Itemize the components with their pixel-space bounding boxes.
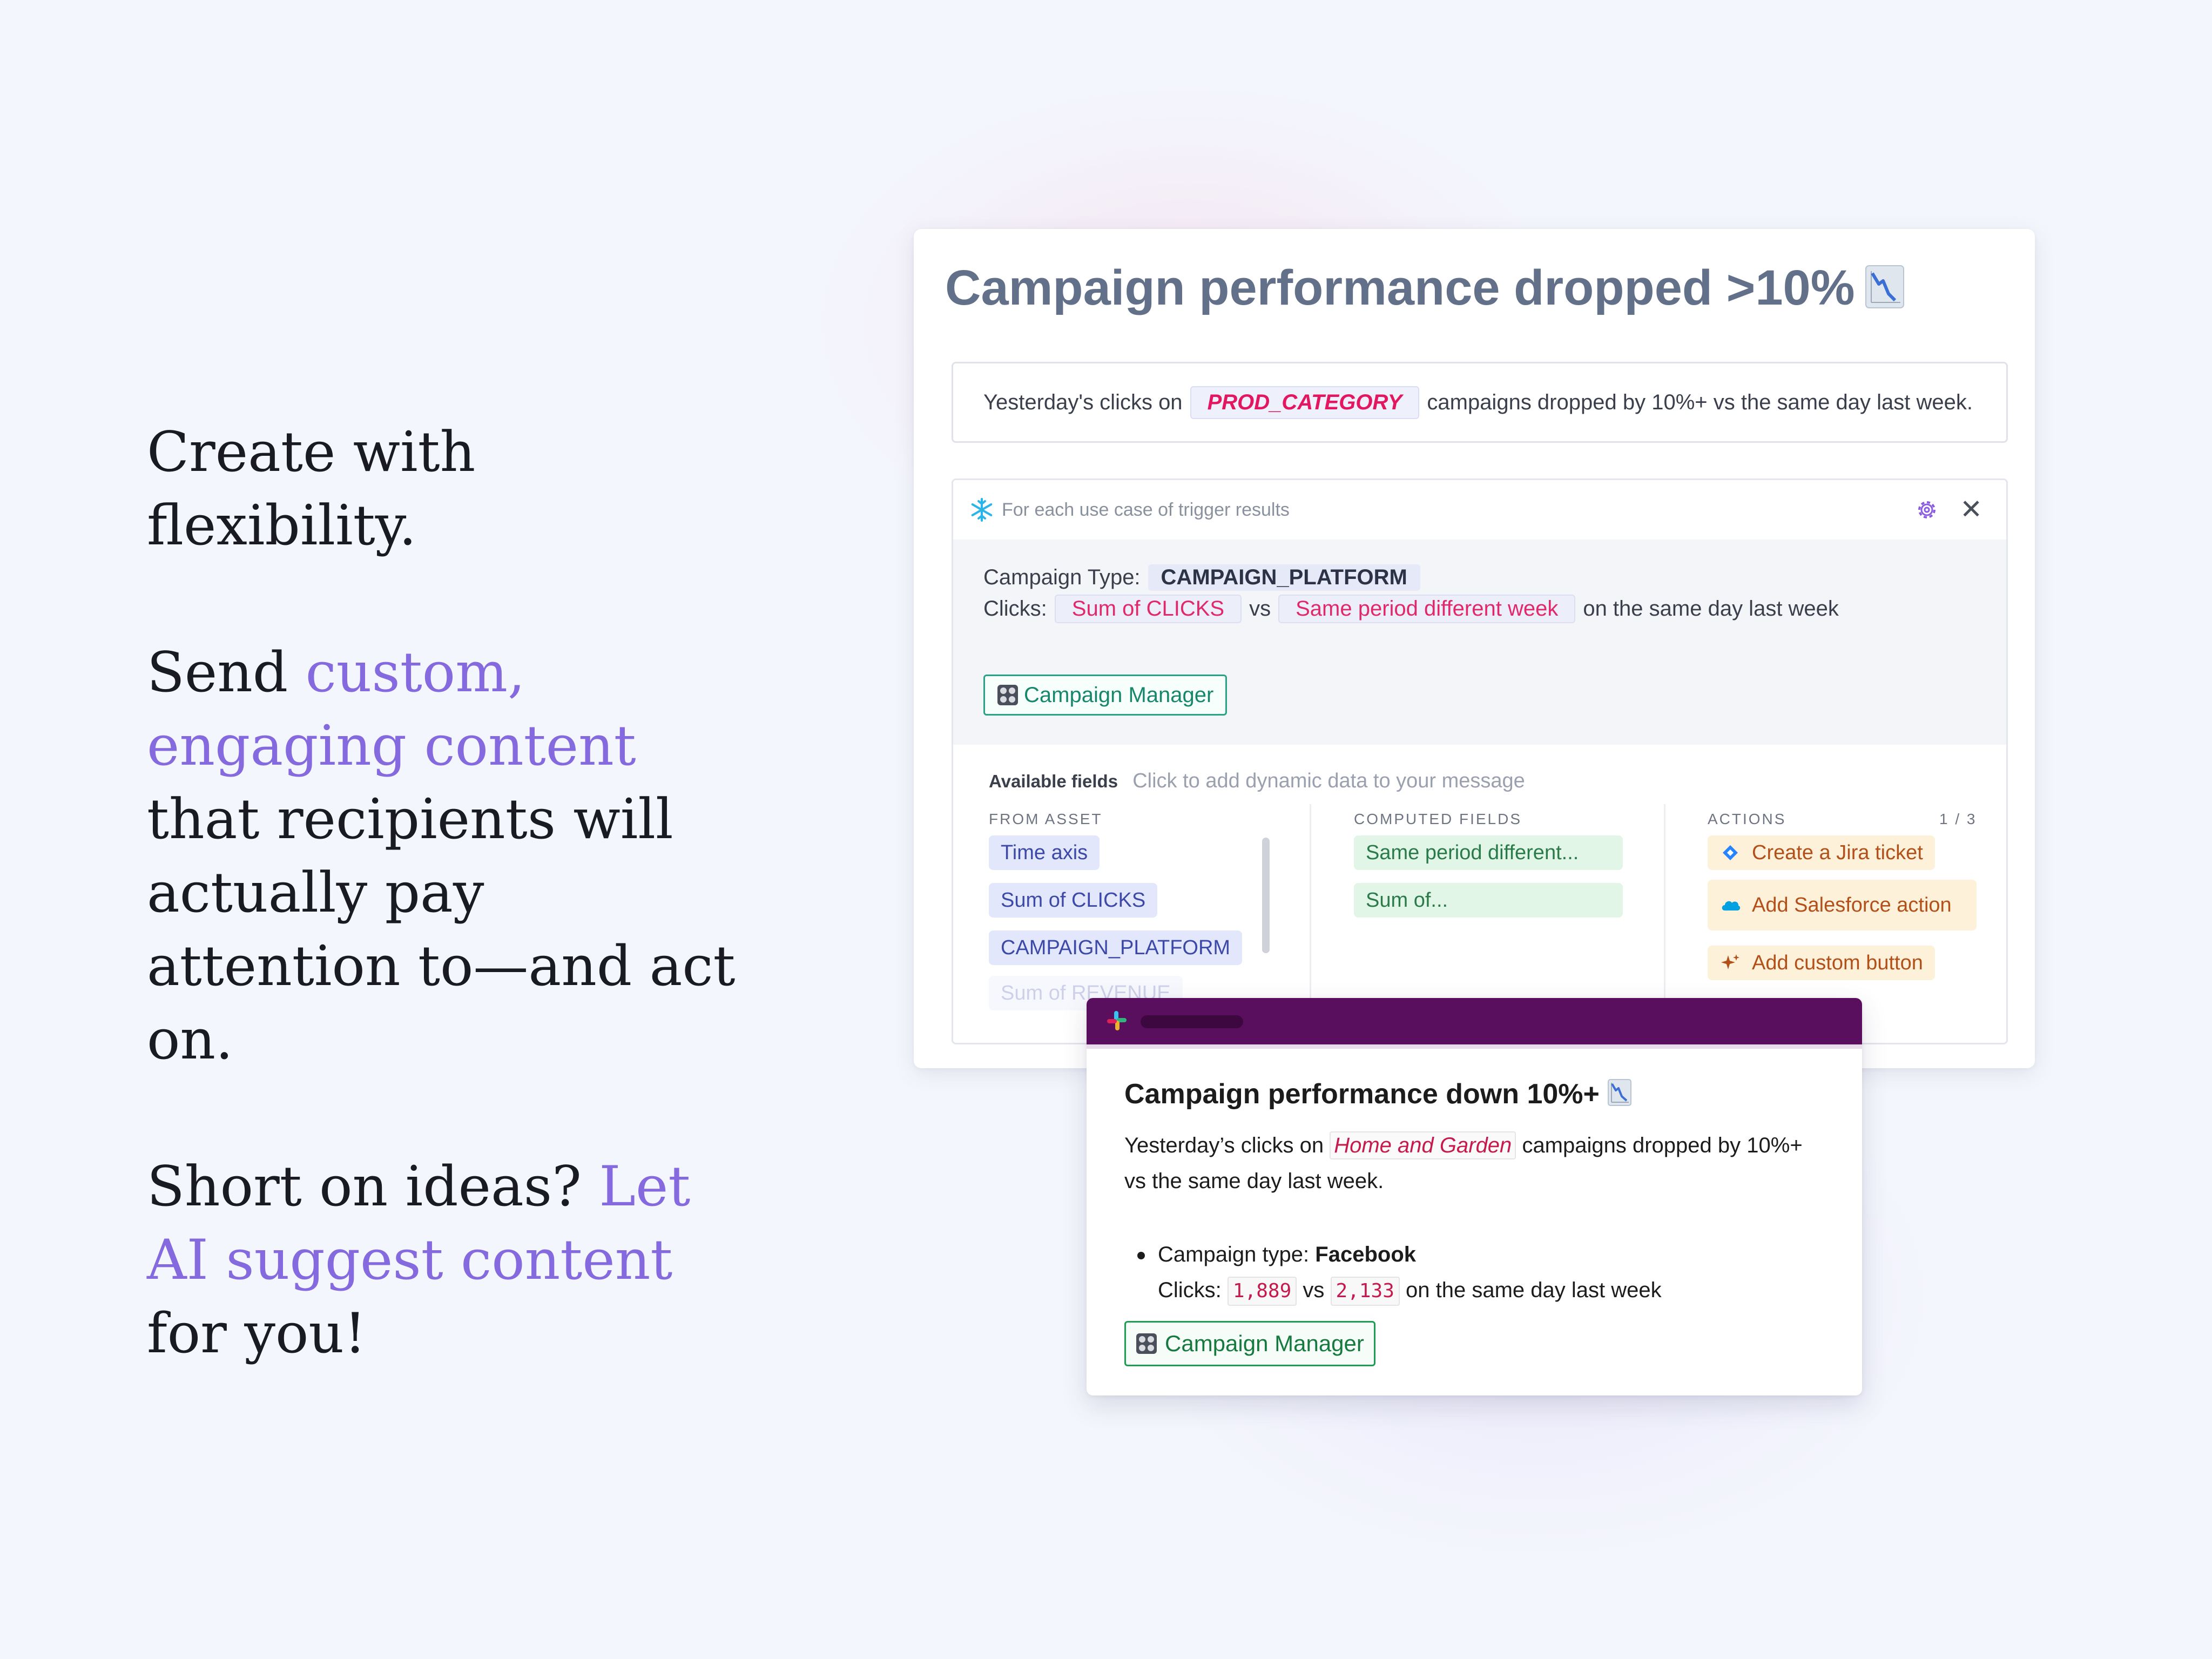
clicks-line: Clicks: 1,889 vs 2,133 on the same day l… [1158,1272,1662,1308]
from-asset-label: FROM ASSET [989,811,1103,827]
paragraph-ai-suggest: Short on ideas? Let AI suggest content f… [147,1150,752,1371]
slack-message-title: Campaign performance down 10%+ [1124,1078,1632,1110]
marketing-copy: Create with flexibility. Send custom, en… [147,416,752,1371]
action-label: Add Salesforce action [1752,894,1952,916]
field-chip-sum-of-revenue[interactable]: Sum of REVENUE [989,976,1183,1010]
same-period-token[interactable]: Same period different week [1278,595,1576,623]
actions-pager[interactable]: 1 / 3 [1939,811,1977,827]
action-add-custom-button[interactable]: Add custom button [1708,946,1935,980]
column-divider [1310,804,1311,1020]
clicks-label: Clicks: [983,597,1047,621]
prod-category-token[interactable]: PROD_CATEGORY [1190,386,1420,419]
bullet-dot [1137,1252,1145,1260]
slack-button-label: Campaign Manager [1165,1331,1364,1356]
column-divider [1664,804,1665,1020]
salesforce-cloud-icon [1722,901,1741,911]
headline-flexibility: Create with flexibility. [147,420,476,558]
slack-message-preview: Campaign performance down 10%+ Yesterday… [1087,998,1862,1395]
accent-text: custom, engaging content [147,640,636,778]
paragraph-text: that recipients will actually pay attent… [147,787,736,1072]
alert-editor-card: Campaign performance dropped >10% Yester… [914,229,2035,1068]
slack-campaign-manager-button[interactable]: Campaign Manager [1124,1321,1375,1366]
chart-decreasing-icon [1865,265,1904,308]
campaign-manager-button[interactable]: Campaign Manager [983,675,1228,716]
vs-text: vs [1249,597,1271,621]
campaign-manager-icon [1136,1333,1157,1354]
gear-icon[interactable] [1914,497,1939,522]
list-item: Campaign type: Facebook [1137,1237,1662,1272]
clicks-value: 1,889 [1227,1277,1297,1306]
sum-of-clicks-token[interactable]: Sum of CLICKS [1054,595,1242,623]
clicks-suffix: on the same day last week [1583,597,1839,621]
close-icon[interactable]: ✕ [1960,494,1982,524]
jira-icon [1723,845,1738,860]
campaign-platform-token[interactable]: CAMPAIGN_PLATFORM [1148,564,1420,591]
slack-message-body: Yesterday’s clicks on Home and Garden ca… [1124,1128,1826,1199]
for-each-section: For each use case of trigger results ✕ C… [952,478,2008,1044]
campaign-manager-icon [997,685,1018,705]
accent-text: Let AI suggest content [147,1155,691,1292]
action-label: Create a Jira ticket [1752,841,1923,864]
computed-chip-same-period[interactable]: Same period different... [1354,835,1623,870]
alert-title[interactable]: Campaign performance dropped >10% [945,258,1905,318]
workspace-name-placeholder [1141,1015,1243,1028]
alert-title-text: Campaign performance dropped >10% [945,260,1855,315]
slack-header-bar [1087,998,1862,1044]
slack-body-text: Yesterday’s clicks on [1124,1134,1324,1157]
snowflake-icon [971,498,993,522]
campaign-manager-label: Campaign Manager [1024,683,1214,707]
compare-value: 2,133 [1330,1277,1400,1306]
slack-bullet-list: Campaign type: Facebook Clicks: 1,889 vs… [1137,1237,1662,1308]
paragraph-custom-content: Send custom, engaging content that recip… [147,636,752,1077]
sparkle-icon [1721,954,1739,969]
slack-header-divider [1087,1044,1862,1049]
action-add-salesforce[interactable]: Add Salesforce action [1708,880,1977,930]
action-create-jira-ticket[interactable]: Create a Jira ticket [1708,835,1935,870]
campaign-type-value: Facebook [1315,1243,1416,1266]
category-value: Home and Garden [1330,1131,1516,1159]
paragraph-text: Send [147,640,306,705]
description-text: Yesterday's clicks on [983,390,1183,414]
field-chip-campaign-platform[interactable]: CAMPAIGN_PLATFORM [989,930,1243,965]
computed-chip-sum-of[interactable]: Sum of... [1354,883,1623,918]
field-chip-sum-of-clicks[interactable]: Sum of CLICKS [989,883,1158,918]
available-fields-label: Available fields [989,771,1118,791]
from-asset-scrollbar[interactable] [1262,838,1270,953]
computed-fields-label: COMPUTED FIELDS [1354,811,1522,827]
for-each-template-body: Campaign Type: CAMPAIGN_PLATFORM Clicks:… [953,539,2006,745]
available-fields-header: Available fields Click to add dynamic da… [989,770,1525,793]
message-description-field[interactable]: Yesterday's clicks on PROD_CATEGORY camp… [952,362,2008,443]
campaign-type-line: Campaign Type: CAMPAIGN_PLATFORM [983,564,1420,591]
chart-decreasing-icon [1607,1079,1631,1106]
for-each-header-label: For each use case of trigger results [1002,499,1290,520]
description-text: campaigns dropped by 10%+ vs the same da… [1427,390,1973,414]
paragraph-text: Short on ideas? [147,1155,599,1219]
for-each-header: For each use case of trigger results [953,480,2006,539]
slack-body-text: campaigns dropped by 10%+ vs the same da… [1124,1134,1803,1193]
slack-title-text: Campaign performance down 10%+ [1124,1078,1600,1110]
vs-text: vs [1303,1278,1325,1302]
slack-logo-icon [1107,1011,1127,1030]
clicks-label: Clicks: [1158,1278,1222,1302]
campaign-type-label: Campaign Type: [983,565,1141,589]
field-chip-time-axis[interactable]: Time axis [989,835,1100,870]
campaign-type-label: Campaign type: [1158,1243,1310,1266]
available-fields-hint: Click to add dynamic data to your messag… [1132,770,1525,792]
clicks-line: Clicks: Sum of CLICKS vs Same period dif… [983,595,1839,623]
actions-label: ACTIONS [1708,811,1786,827]
clicks-suffix: on the same day last week [1406,1278,1662,1302]
paragraph-text: for you! [147,1301,367,1366]
action-label: Add custom button [1752,951,1923,974]
